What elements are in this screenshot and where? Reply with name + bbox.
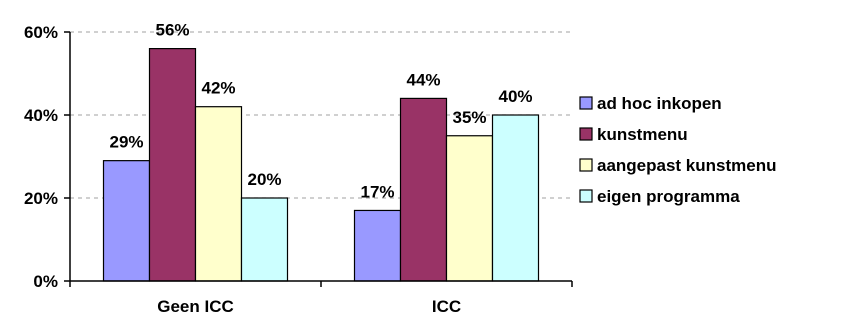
legend-label: eigen programma [597,187,740,206]
legend-swatch [579,158,593,172]
legend-label: kunstmenu [597,125,688,144]
data-label: 56% [155,21,189,40]
data-label: 42% [201,79,235,98]
data-labels: 29% 56% 42% 20% 17% 44% 35% 40% [109,21,532,202]
y-tick-label: 60% [24,23,58,42]
data-label: 35% [452,108,486,127]
data-label: 17% [360,182,394,201]
data-label: 40% [498,87,532,106]
bar [353,209,402,282]
y-tick-label: 0% [33,272,58,291]
bar [399,97,448,282]
bar [194,106,243,282]
legend-swatch [579,96,593,110]
x-ticks: Geen ICC ICC [69,281,573,316]
data-label: 20% [247,170,281,189]
bars [102,47,540,282]
x-tick-label: Geen ICC [157,297,234,316]
bar [148,47,197,282]
bar [445,135,494,282]
bar [491,114,540,282]
legend-label: ad hoc inkopen [597,94,722,113]
legend-label: aangepast kunstmenu [597,156,777,175]
legend: ad hoc inkopen kunstmenu aangepast kunstme… [574,86,842,229]
legend-swatch [579,189,593,203]
y-tick-label: 20% [24,189,58,208]
y-tick-label: 40% [24,106,58,125]
legend-frame [574,86,842,229]
legend-swatch [579,127,593,141]
x-tick-label: ICC [432,297,461,316]
y-ticks: 0% 20% 40% 60% [24,23,70,291]
bar [240,197,289,282]
bar [102,160,151,282]
data-label: 29% [109,133,143,152]
data-label: 44% [406,70,440,89]
